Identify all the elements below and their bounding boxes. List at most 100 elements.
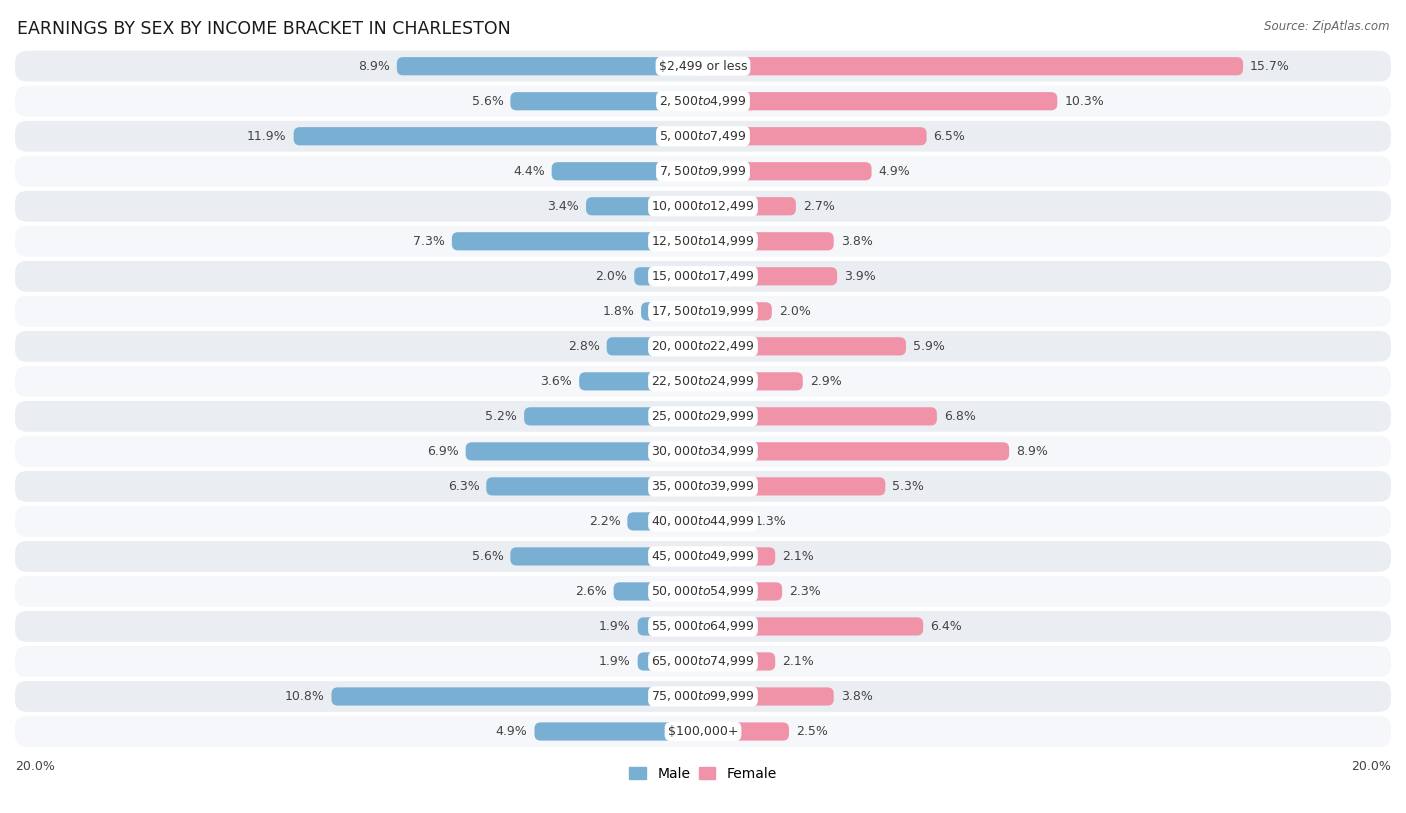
- Text: $100,000+: $100,000+: [668, 725, 738, 738]
- Text: $7,500 to $9,999: $7,500 to $9,999: [659, 164, 747, 178]
- FancyBboxPatch shape: [634, 267, 703, 285]
- FancyBboxPatch shape: [703, 302, 772, 320]
- Text: 2.8%: 2.8%: [568, 340, 600, 353]
- Text: $35,000 to $39,999: $35,000 to $39,999: [651, 480, 755, 493]
- FancyBboxPatch shape: [703, 407, 936, 425]
- FancyBboxPatch shape: [15, 261, 1391, 292]
- FancyBboxPatch shape: [703, 127, 927, 146]
- FancyBboxPatch shape: [703, 57, 1243, 76]
- FancyBboxPatch shape: [638, 617, 703, 636]
- FancyBboxPatch shape: [15, 121, 1391, 152]
- FancyBboxPatch shape: [703, 687, 834, 706]
- FancyBboxPatch shape: [332, 687, 703, 706]
- FancyBboxPatch shape: [451, 233, 703, 250]
- Text: 20.0%: 20.0%: [1351, 759, 1391, 772]
- FancyBboxPatch shape: [15, 296, 1391, 327]
- Text: $25,000 to $29,999: $25,000 to $29,999: [651, 410, 755, 424]
- Text: $17,500 to $19,999: $17,500 to $19,999: [651, 304, 755, 319]
- FancyBboxPatch shape: [294, 127, 703, 146]
- Text: 2.1%: 2.1%: [782, 550, 814, 563]
- Text: 6.9%: 6.9%: [427, 445, 458, 458]
- Legend: Male, Female: Male, Female: [624, 761, 782, 786]
- FancyBboxPatch shape: [703, 442, 1010, 460]
- Text: 5.3%: 5.3%: [893, 480, 924, 493]
- FancyBboxPatch shape: [15, 681, 1391, 712]
- Text: $12,500 to $14,999: $12,500 to $14,999: [651, 234, 755, 248]
- Text: 4.9%: 4.9%: [879, 165, 910, 178]
- Text: $30,000 to $34,999: $30,000 to $34,999: [651, 445, 755, 459]
- Text: $20,000 to $22,499: $20,000 to $22,499: [651, 339, 755, 354]
- FancyBboxPatch shape: [486, 477, 703, 495]
- Text: 1.8%: 1.8%: [602, 305, 634, 318]
- Text: 20.0%: 20.0%: [15, 759, 55, 772]
- Text: 3.4%: 3.4%: [547, 200, 579, 213]
- Text: $55,000 to $64,999: $55,000 to $64,999: [651, 620, 755, 633]
- Text: 2.2%: 2.2%: [589, 515, 620, 528]
- FancyBboxPatch shape: [15, 506, 1391, 537]
- FancyBboxPatch shape: [703, 198, 796, 215]
- FancyBboxPatch shape: [465, 442, 703, 460]
- Text: $5,000 to $7,499: $5,000 to $7,499: [659, 129, 747, 143]
- Text: 5.6%: 5.6%: [471, 95, 503, 108]
- Text: 3.8%: 3.8%: [841, 690, 873, 703]
- Text: 4.9%: 4.9%: [496, 725, 527, 738]
- Text: 5.9%: 5.9%: [912, 340, 945, 353]
- FancyBboxPatch shape: [15, 436, 1391, 467]
- Text: $50,000 to $54,999: $50,000 to $54,999: [651, 585, 755, 598]
- FancyBboxPatch shape: [396, 57, 703, 76]
- Text: $65,000 to $74,999: $65,000 to $74,999: [651, 654, 755, 668]
- Text: 2.7%: 2.7%: [803, 200, 835, 213]
- FancyBboxPatch shape: [15, 50, 1391, 81]
- FancyBboxPatch shape: [641, 302, 703, 320]
- Text: 2.5%: 2.5%: [796, 725, 828, 738]
- Text: EARNINGS BY SEX BY INCOME BRACKET IN CHARLESTON: EARNINGS BY SEX BY INCOME BRACKET IN CHA…: [17, 20, 510, 38]
- Text: 6.8%: 6.8%: [943, 410, 976, 423]
- FancyBboxPatch shape: [606, 337, 703, 355]
- FancyBboxPatch shape: [638, 652, 703, 671]
- FancyBboxPatch shape: [703, 547, 775, 566]
- FancyBboxPatch shape: [703, 723, 789, 741]
- Text: 2.6%: 2.6%: [575, 585, 606, 598]
- FancyBboxPatch shape: [586, 198, 703, 215]
- FancyBboxPatch shape: [510, 92, 703, 111]
- FancyBboxPatch shape: [627, 512, 703, 531]
- Text: $75,000 to $99,999: $75,000 to $99,999: [651, 689, 755, 703]
- Text: 3.6%: 3.6%: [540, 375, 572, 388]
- Text: 7.3%: 7.3%: [413, 235, 446, 248]
- FancyBboxPatch shape: [15, 156, 1391, 187]
- FancyBboxPatch shape: [551, 162, 703, 180]
- FancyBboxPatch shape: [15, 226, 1391, 257]
- Text: 1.9%: 1.9%: [599, 620, 631, 633]
- Text: 5.2%: 5.2%: [485, 410, 517, 423]
- Text: 2.3%: 2.3%: [789, 585, 821, 598]
- FancyBboxPatch shape: [579, 372, 703, 390]
- Text: 6.5%: 6.5%: [934, 130, 966, 143]
- FancyBboxPatch shape: [534, 723, 703, 741]
- Text: 8.9%: 8.9%: [359, 59, 389, 72]
- FancyBboxPatch shape: [524, 407, 703, 425]
- FancyBboxPatch shape: [15, 86, 1391, 116]
- Text: Source: ZipAtlas.com: Source: ZipAtlas.com: [1264, 20, 1389, 33]
- FancyBboxPatch shape: [703, 582, 782, 601]
- Text: 8.9%: 8.9%: [1017, 445, 1047, 458]
- FancyBboxPatch shape: [15, 331, 1391, 362]
- Text: 1.3%: 1.3%: [755, 515, 786, 528]
- FancyBboxPatch shape: [703, 512, 748, 531]
- Text: 3.8%: 3.8%: [841, 235, 873, 248]
- FancyBboxPatch shape: [15, 191, 1391, 222]
- Text: 3.9%: 3.9%: [844, 270, 876, 283]
- Text: $40,000 to $44,999: $40,000 to $44,999: [651, 515, 755, 528]
- Text: $2,500 to $4,999: $2,500 to $4,999: [659, 94, 747, 108]
- FancyBboxPatch shape: [510, 547, 703, 566]
- FancyBboxPatch shape: [15, 611, 1391, 641]
- FancyBboxPatch shape: [15, 541, 1391, 572]
- FancyBboxPatch shape: [15, 366, 1391, 397]
- FancyBboxPatch shape: [15, 471, 1391, 502]
- Text: 11.9%: 11.9%: [247, 130, 287, 143]
- Text: 10.3%: 10.3%: [1064, 95, 1104, 108]
- Text: 15.7%: 15.7%: [1250, 59, 1289, 72]
- FancyBboxPatch shape: [703, 92, 1057, 111]
- FancyBboxPatch shape: [613, 582, 703, 601]
- Text: 6.4%: 6.4%: [929, 620, 962, 633]
- FancyBboxPatch shape: [703, 267, 837, 285]
